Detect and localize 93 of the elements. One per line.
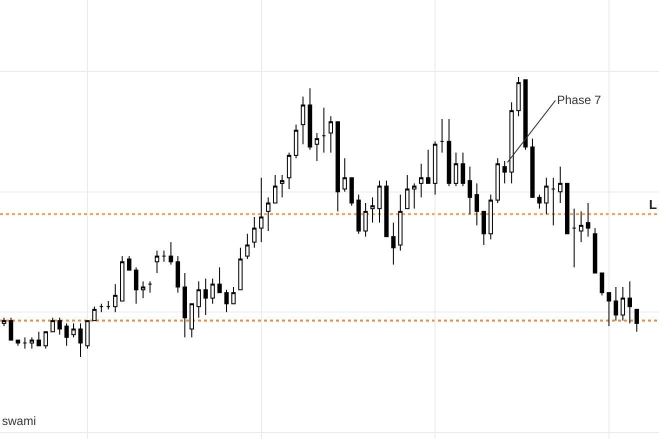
candlestick (134, 266, 138, 304)
candlestick (71, 322, 76, 338)
annotation: Phase 7 (557, 93, 602, 107)
candlestick (322, 107, 326, 154)
candlestick (314, 132, 320, 162)
candlestick (412, 182, 416, 210)
candlestick (224, 289, 229, 313)
candlestick (140, 280, 146, 299)
candlestick (126, 256, 132, 271)
candlestick (426, 149, 430, 184)
candlestick (162, 250, 166, 262)
candlestick (328, 116, 334, 154)
candlestick (614, 286, 618, 322)
candlestick (391, 222, 396, 266)
candlestick (551, 177, 556, 226)
candlestick (488, 194, 493, 240)
candlestick (586, 202, 590, 238)
candlestick (398, 194, 403, 252)
candlestick (405, 174, 410, 210)
candlestick (154, 250, 160, 274)
candlestick (272, 174, 278, 204)
candlestick (259, 177, 264, 243)
candlestick (168, 242, 174, 266)
candlestick (182, 272, 188, 338)
candlestick (99, 303, 104, 313)
candlestick (120, 256, 124, 302)
candlestick (495, 158, 500, 204)
candlestick (370, 196, 375, 224)
candlestick (356, 194, 361, 234)
candlestick (217, 266, 222, 294)
candlestick (203, 278, 208, 316)
candlestick (558, 166, 562, 204)
candlestick (634, 308, 639, 332)
candlestick (8, 317, 14, 341)
candlestick (628, 280, 632, 324)
candlestick (509, 102, 514, 184)
candlestick (106, 300, 111, 310)
candlestick (210, 278, 215, 304)
candlestick (363, 202, 368, 238)
candlestick (36, 331, 41, 346)
candlestick (64, 322, 69, 346)
candlestick (78, 322, 83, 358)
text: swami (2, 414, 36, 428)
candlestick (572, 208, 576, 268)
candlestick (231, 286, 236, 304)
candlestick (85, 320, 90, 350)
candlestick (377, 180, 382, 224)
candlestick (190, 303, 194, 338)
candlestick (565, 182, 570, 234)
candlestick (92, 306, 97, 322)
candlestick (196, 280, 201, 318)
candlestick (176, 256, 180, 294)
candlestick (544, 177, 549, 215)
candlestick (432, 140, 438, 196)
candlestick (113, 284, 118, 313)
candlestick (286, 152, 292, 190)
ref-line-label: L (649, 197, 657, 212)
candlestick (252, 216, 257, 248)
candlestick (600, 272, 604, 296)
candlestick (578, 210, 584, 243)
candlestick (606, 292, 612, 327)
candlestick (419, 163, 424, 198)
candlestick (44, 331, 48, 350)
candlestick (294, 124, 298, 159)
candlestick (384, 180, 389, 238)
candlestick (468, 166, 472, 215)
candlestick (482, 210, 486, 246)
candlestick (280, 174, 284, 198)
candlestick (440, 118, 444, 154)
candlestick (50, 317, 55, 332)
candlestick (57, 317, 62, 336)
candlestick (502, 160, 507, 184)
candlestick (266, 196, 270, 232)
candlestick (460, 152, 466, 187)
candlestick (300, 96, 306, 145)
candlestick (592, 228, 598, 274)
candlestick (620, 286, 626, 322)
candlestick (308, 88, 312, 150)
candlestick (22, 336, 28, 350)
candlestick (238, 247, 243, 290)
candlestick (454, 152, 458, 187)
candlestick (537, 194, 542, 210)
candlestick (245, 233, 250, 260)
candlestick (474, 182, 480, 226)
candlestick (530, 138, 535, 198)
candlestick (30, 336, 34, 350)
candlestick (342, 158, 347, 192)
candlestick (349, 177, 354, 206)
candlestick (16, 340, 20, 346)
candlestick (446, 118, 452, 187)
candlestick (516, 76, 521, 117)
candlestick (336, 121, 340, 212)
candlestick (148, 280, 152, 294)
